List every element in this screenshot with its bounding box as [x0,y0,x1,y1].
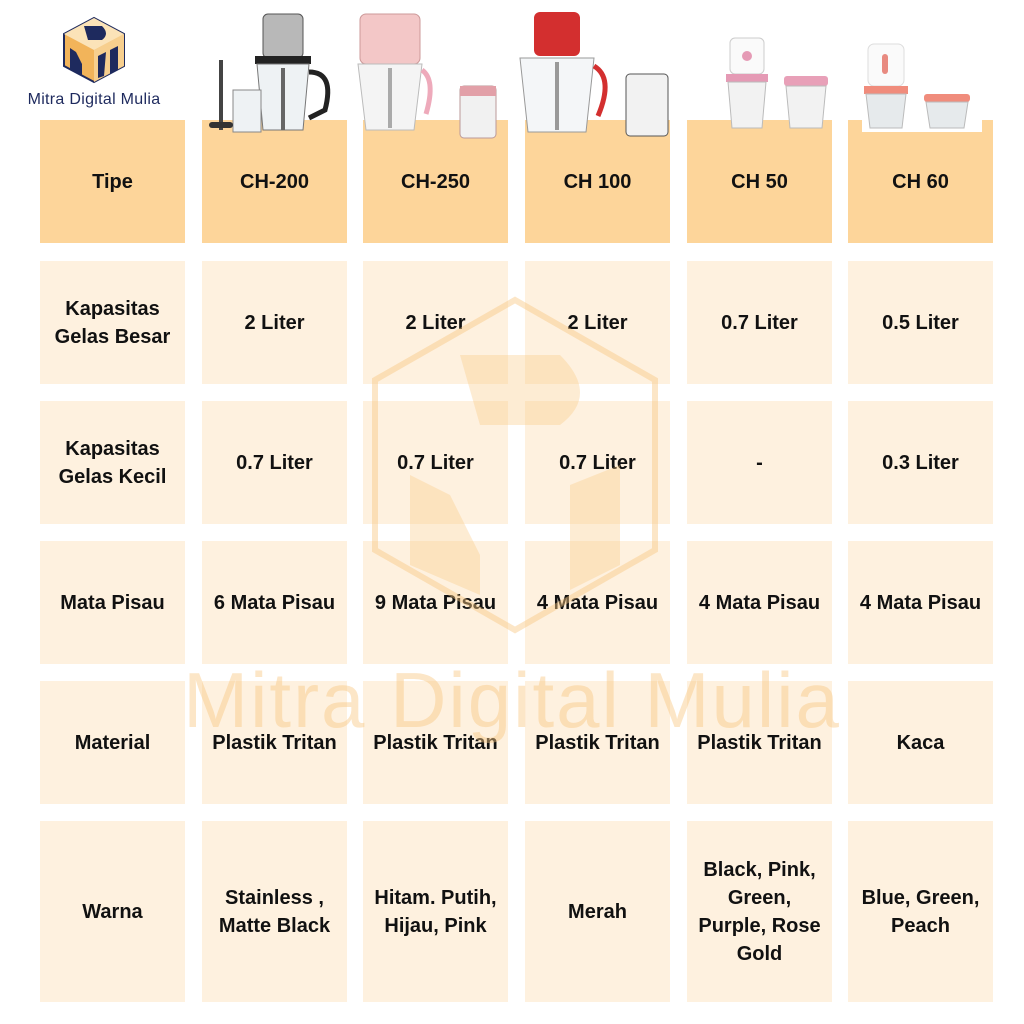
header-label: Tipe [40,120,185,243]
product-image-ch200 [209,13,331,133]
table-cell: Stainless , Matte Black [202,821,347,1002]
table-cell: 2 Liter [525,261,670,384]
table-cell: Black, Pink, Green, Purple, Rose Gold [687,821,832,1002]
table-cell: Blue, Green, Peach [848,821,993,1002]
table-cell: 0.7 Liter [202,401,347,524]
product-image-ch50 [726,37,828,129]
product-header: CH-200 [202,120,347,243]
product-header: CH 60 [848,120,993,243]
brand-logo: Mitra Digital Mulia [14,16,174,109]
row-label: Kapasitas Gelas Kecil [40,401,185,524]
table-cell: 0.7 Liter [687,261,832,384]
table-cell: Hitam. Putih, Hijau, Pink [363,821,508,1002]
table-cell: 4 Mata Pisau [848,541,993,664]
table-cell: Plastik Tritan [202,681,347,804]
product-header: CH 100 [525,120,670,243]
table-cell: - [687,401,832,524]
product-image-ch250 [357,13,497,139]
table-cell: Plastik Tritan [525,681,670,804]
table-cell: 4 Mata Pisau [525,541,670,664]
brand-name: Mitra Digital Mulia [27,91,161,108]
product-header: CH-250 [363,120,508,243]
product-image-ch100 [519,12,669,137]
row-label: Material [40,681,185,804]
table-cell: Plastik Tritan [687,681,832,804]
table-cell: 9 Mata Pisau [363,541,508,664]
table-cell: 0.3 Liter [848,401,993,524]
table-cell: 0.7 Liter [525,401,670,524]
table-cell: 2 Liter [202,261,347,384]
table-cell: 6 Mata Pisau [202,541,347,664]
cube-logo-icon [63,16,125,84]
row-label: Kapasitas Gelas Besar [40,261,185,384]
table-cell: Merah [525,821,670,1002]
table-cell: 0.5 Liter [848,261,993,384]
row-label: Mata Pisau [40,541,185,664]
table-cell: 2 Liter [363,261,508,384]
table-cell: Plastik Tritan [363,681,508,804]
table-cell: Kaca [848,681,993,804]
product-header: CH 50 [687,120,832,243]
row-label: Warna [40,821,185,1002]
product-image-ch60 [862,40,982,132]
table-cell: 4 Mata Pisau [687,541,832,664]
table-cell: 0.7 Liter [363,401,508,524]
